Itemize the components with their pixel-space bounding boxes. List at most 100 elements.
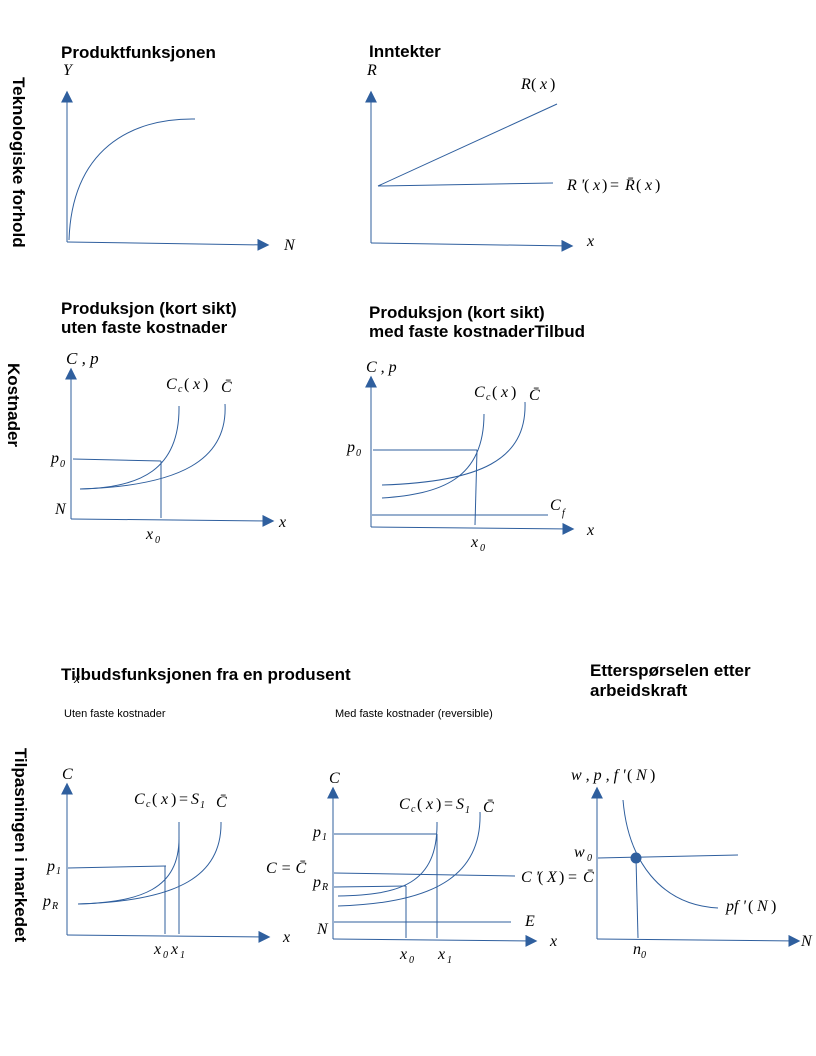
label-x: x <box>278 514 286 531</box>
average-cost-curve <box>337 811 481 907</box>
svg-text:x: x <box>470 534 478 551</box>
svg-text:0: 0 <box>641 950 646 961</box>
label-x: x <box>549 933 557 950</box>
svg-text:(: ( <box>584 177 589 194</box>
svg-text:c: c <box>486 392 491 403</box>
label-Cc-eq-S1: C c ( x ) = S 1 <box>399 796 470 816</box>
svg-text:C ': C ' <box>521 869 540 886</box>
svg-text:): ) <box>171 791 176 808</box>
price-line-p0 <box>72 458 162 462</box>
title-short-run-fixed-2: med faste kostnaderTilbud <box>369 322 586 341</box>
label-x0-x1: x 0 x 1 <box>153 941 185 961</box>
svg-text:p: p <box>50 450 59 467</box>
panel-production-function: Y N <box>61 62 296 254</box>
svg-text:(: ( <box>184 376 189 393</box>
label-N: N <box>283 237 296 254</box>
svg-text:x: x <box>170 941 178 958</box>
svg-text:): ) <box>550 76 555 93</box>
label-x1: x 1 <box>437 946 452 966</box>
svg-text:C: C <box>474 384 485 401</box>
svg-text:N: N <box>635 767 648 784</box>
svg-text:): ) <box>650 767 655 784</box>
svg-text:(: ( <box>492 384 497 401</box>
x-axis <box>370 239 574 252</box>
label-x0: x 0 <box>399 946 414 966</box>
label-C-p: C , p <box>66 349 99 368</box>
svg-text:C: C <box>399 796 410 813</box>
price-line-pR <box>333 885 407 888</box>
x-axis <box>66 238 270 251</box>
svg-text:R: R <box>321 882 328 893</box>
marginal-cost-supply-curve <box>77 835 180 905</box>
marginal-cost-level-line <box>333 872 516 877</box>
average-cost-curve <box>79 403 226 490</box>
drop-line-n0 <box>635 857 639 939</box>
svg-text:x: x <box>192 376 200 393</box>
svg-text:p: p <box>42 893 51 910</box>
label-C-eq-Cbar: C = C̄ <box>266 860 306 877</box>
panel-short-run-no-fixed: C , p C c ( x ) C̄ p 0 N x x 0 <box>50 349 286 546</box>
svg-text:p: p <box>46 858 55 875</box>
label-Cbar: C̄ <box>483 799 494 816</box>
svg-text:c: c <box>178 384 183 395</box>
svg-text:R: R <box>51 901 58 912</box>
svg-text:(: ( <box>538 869 543 886</box>
title-short-run-no-fixed-1: Produksjon (kort sikt) <box>61 299 237 318</box>
label-Y: Y <box>63 62 74 79</box>
svg-text:): ) <box>203 376 208 393</box>
svg-text:1: 1 <box>56 866 61 877</box>
svg-text:x: x <box>145 526 153 543</box>
svg-text:x: x <box>425 796 433 813</box>
svg-text:0: 0 <box>163 950 168 961</box>
svg-text:x: x <box>160 791 168 808</box>
marginal-revenue-product-curve <box>622 799 719 909</box>
label-x0: x 0 <box>470 534 485 554</box>
label-x0: x 0 <box>145 526 160 546</box>
label-N: N <box>800 933 813 950</box>
panel-supply-no-fixed: C C c ( x ) = S 1 C̄ p 1 p R x x <box>42 766 290 961</box>
svg-text:=: = <box>444 796 453 813</box>
x-axis <box>332 934 538 947</box>
svg-text:x: x <box>539 76 547 93</box>
x-axis <box>70 514 275 527</box>
label-w-p-fprime-N: w , p , f ' ( N ) <box>571 767 655 784</box>
svg-text:S: S <box>191 791 199 808</box>
label-C: C <box>62 766 73 783</box>
label-Cc-eq-S1: C c ( x ) = S 1 <box>134 791 205 811</box>
label-N: N <box>54 501 67 518</box>
svg-text:0: 0 <box>60 459 65 470</box>
label-R: R <box>366 62 377 79</box>
svg-text:1: 1 <box>322 832 327 843</box>
x-axis <box>66 930 271 943</box>
label-Cf: C f <box>550 497 566 519</box>
title-short-run-fixed-1: Produksjon (kort sikt) <box>369 303 545 322</box>
label-Cc-of-x: C c ( x ) <box>474 384 516 403</box>
label-pR: p R <box>312 874 328 893</box>
label-p0: p 0 <box>50 450 65 470</box>
label-pfprime-N: pf ' ( N ) <box>725 898 776 915</box>
svg-text:): ) <box>602 177 607 194</box>
svg-text:n: n <box>633 941 641 958</box>
svg-text:0: 0 <box>587 853 592 864</box>
svg-text:): ) <box>655 177 660 194</box>
svg-text:(: ( <box>627 767 632 784</box>
wage-line-w0 <box>597 854 739 859</box>
svg-text:1: 1 <box>200 800 205 811</box>
svg-text:1: 1 <box>465 805 470 816</box>
panel-revenue: R x R ( x ) R ' ( x ) = R̄ ( x ) <box>365 62 660 252</box>
label-Cbar: C̄ <box>529 387 540 404</box>
svg-text:c: c <box>146 799 151 810</box>
label-p0: p 0 <box>346 439 361 459</box>
svg-text:pf ': pf ' <box>725 898 746 915</box>
svg-text:0: 0 <box>155 535 160 546</box>
label-E: E <box>524 913 535 930</box>
label-w0: w 0 <box>574 844 592 864</box>
label-x: x <box>586 522 594 539</box>
revenue-line <box>377 103 558 187</box>
svg-text:): ) <box>559 869 564 886</box>
svg-text:C̄: C̄ <box>583 869 594 886</box>
svg-text:C: C <box>550 497 561 514</box>
panel-short-run-fixed: C , p C c ( x ) C̄ p 0 C f x x 0 <box>346 359 594 554</box>
